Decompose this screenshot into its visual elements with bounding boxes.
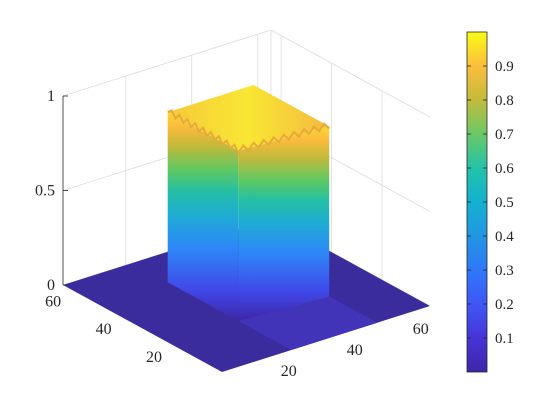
colorbar-tick-label: 0.8 xyxy=(495,93,514,109)
y-tick-label: 20 xyxy=(146,349,162,366)
colorbar-tick-label: 0.2 xyxy=(495,297,514,313)
grid-line xyxy=(62,29,272,97)
z-axis-ticks: 00.51 xyxy=(35,88,68,294)
y-tick-label: 40 xyxy=(96,321,112,338)
colorbar-tick-label: 0.1 xyxy=(495,331,514,347)
colorbar-tick-label: 0.6 xyxy=(495,161,514,177)
grid-line xyxy=(270,29,431,118)
x-tick-label: 20 xyxy=(281,363,297,380)
surface-plot xyxy=(63,85,430,372)
colorbar-tick-label: 0.3 xyxy=(495,263,514,279)
surface-ridge xyxy=(167,109,330,155)
y-tick-label: 60 xyxy=(45,294,61,311)
colorbar-tick-label: 0.4 xyxy=(495,229,514,245)
colorbar-tick-label: 0.5 xyxy=(495,195,514,211)
z-tick-label: 0 xyxy=(47,277,55,294)
x-tick-label: 60 xyxy=(413,321,429,338)
y-axis-ticks: 20 40 60 xyxy=(45,294,162,366)
z-tick-label: 0.5 xyxy=(35,183,55,200)
surface-floor-inner xyxy=(238,293,378,350)
colorbar-tick-label: 0.7 xyxy=(495,127,514,143)
surface-wall-left xyxy=(167,112,239,321)
x-tick-label: 40 xyxy=(347,342,363,359)
colorbar-ticks: 0.1 0.2 0.3 0.4 0.5 0.6 0.7 0.8 0.9 xyxy=(467,59,514,347)
z-tick-label: 1 xyxy=(47,88,55,105)
x-axis-ticks: 20 40 60 xyxy=(281,321,429,380)
surface-top xyxy=(167,85,330,151)
colorbar-tick-label: 0.9 xyxy=(495,59,514,75)
surface-wall-front xyxy=(238,126,330,322)
